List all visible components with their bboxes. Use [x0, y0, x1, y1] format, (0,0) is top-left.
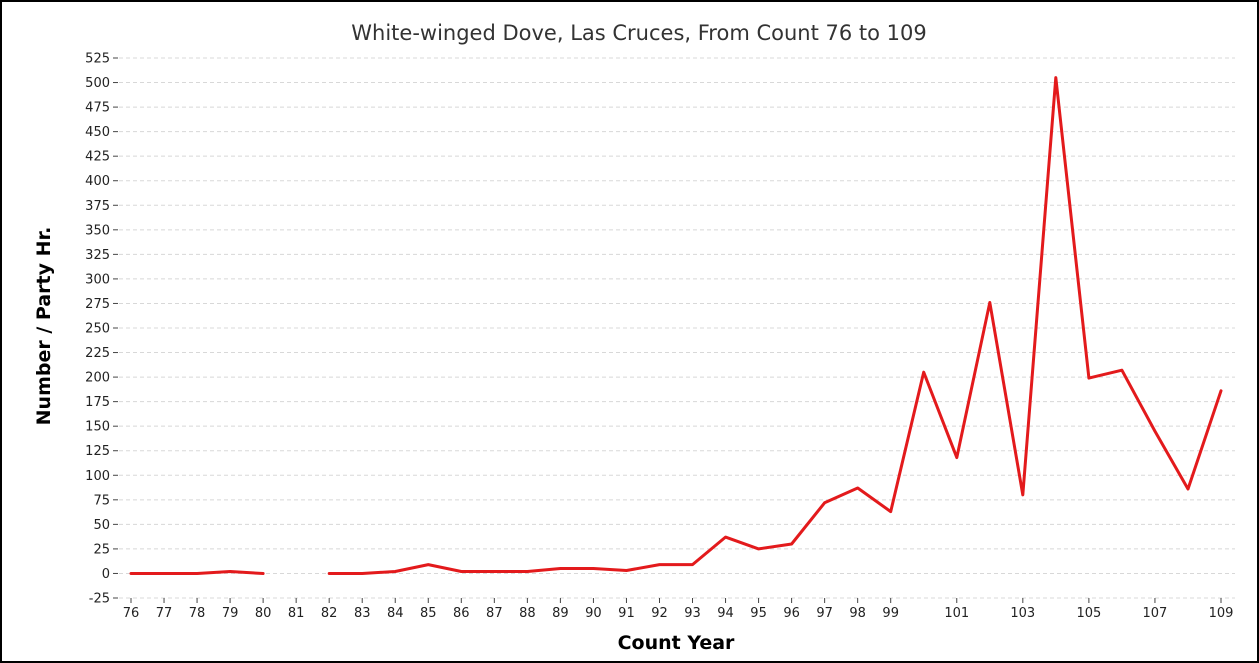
- x-tick-label: 77: [156, 606, 173, 621]
- y-tick-label: 50: [93, 518, 110, 533]
- y-tick-label: 375: [85, 199, 110, 214]
- x-tick-label: 94: [717, 606, 734, 621]
- y-tick-label: 475: [85, 101, 110, 116]
- y-tick-label: 25: [93, 542, 110, 557]
- x-tick-label: 83: [354, 606, 371, 621]
- x-tick-label: 91: [618, 606, 635, 621]
- x-tick-label: 78: [189, 606, 206, 621]
- y-axis: -25 0 25 50 75 100 125 150 175 200 225 250 275 300 325…: [85, 52, 118, 607]
- x-tick-label: 79: [222, 606, 239, 621]
- x-tick-label: 95: [750, 606, 767, 621]
- x-tick-label: 98: [849, 606, 866, 621]
- grid-lines: [119, 57, 1235, 599]
- x-tick-label: 82: [321, 606, 338, 621]
- y-tick-label: 325: [85, 248, 110, 263]
- x-tick-label: 92: [651, 606, 668, 621]
- x-tick-label: 96: [783, 606, 800, 621]
- series-layer: [129, 76, 1223, 575]
- y-tick-label: 125: [85, 444, 110, 459]
- y-tick-label: 450: [85, 125, 110, 140]
- y-tick-label: 150: [85, 420, 110, 435]
- y-tick-label: -25: [89, 592, 110, 607]
- y-tick-label: 525: [85, 52, 110, 67]
- x-tick-label: 89: [552, 606, 569, 621]
- x-tick-label: 76: [123, 606, 140, 621]
- y-axis-title: Number / Party Hr.: [33, 227, 55, 426]
- y-tick-label: 0: [102, 567, 110, 582]
- y-tick-label: 425: [85, 150, 110, 165]
- series-line: [327, 76, 1223, 575]
- y-tick-label: 75: [93, 493, 110, 508]
- x-tick-label: 99: [882, 606, 899, 621]
- x-tick-label: 84: [387, 606, 404, 621]
- y-tick-label: 400: [85, 174, 110, 189]
- y-tick-label: 300: [85, 272, 110, 287]
- x-tick-label: 90: [585, 606, 602, 621]
- x-tick-label: 85: [420, 606, 437, 621]
- y-tick-label: 350: [85, 223, 110, 238]
- x-tick-label: 97: [816, 606, 833, 621]
- y-tick-label: 225: [85, 346, 110, 361]
- x-axis-title: Count Year: [618, 632, 735, 654]
- y-tick-label: 500: [85, 76, 110, 91]
- x-tick-label: 103: [1010, 606, 1035, 621]
- y-tick-label: 250: [85, 322, 110, 337]
- x-tick-label: 109: [1209, 606, 1234, 621]
- x-tick-label: 88: [519, 606, 536, 621]
- x-tick-label: 101: [944, 606, 969, 621]
- y-tick-label: 200: [85, 371, 110, 386]
- x-axis: 76 77 78 79 80 81 82 83 84 85 86 87 88 89 90 91 92 93 94 95…: [123, 598, 1234, 621]
- x-tick-label: 81: [288, 606, 305, 621]
- x-tick-label: 87: [486, 606, 503, 621]
- y-tick-label: 100: [85, 469, 110, 484]
- chart-title: White-winged Dove, Las Cruces, From Coun…: [351, 21, 926, 45]
- x-tick-label: 93: [684, 606, 701, 621]
- y-tick-label: 275: [85, 297, 110, 312]
- y-tick-label: 175: [85, 395, 110, 410]
- x-tick-label: 86: [453, 606, 470, 621]
- x-tick-label: 105: [1076, 606, 1101, 621]
- series-line: [129, 570, 265, 575]
- x-tick-label: 80: [255, 606, 272, 621]
- x-tick-label: 107: [1143, 606, 1168, 621]
